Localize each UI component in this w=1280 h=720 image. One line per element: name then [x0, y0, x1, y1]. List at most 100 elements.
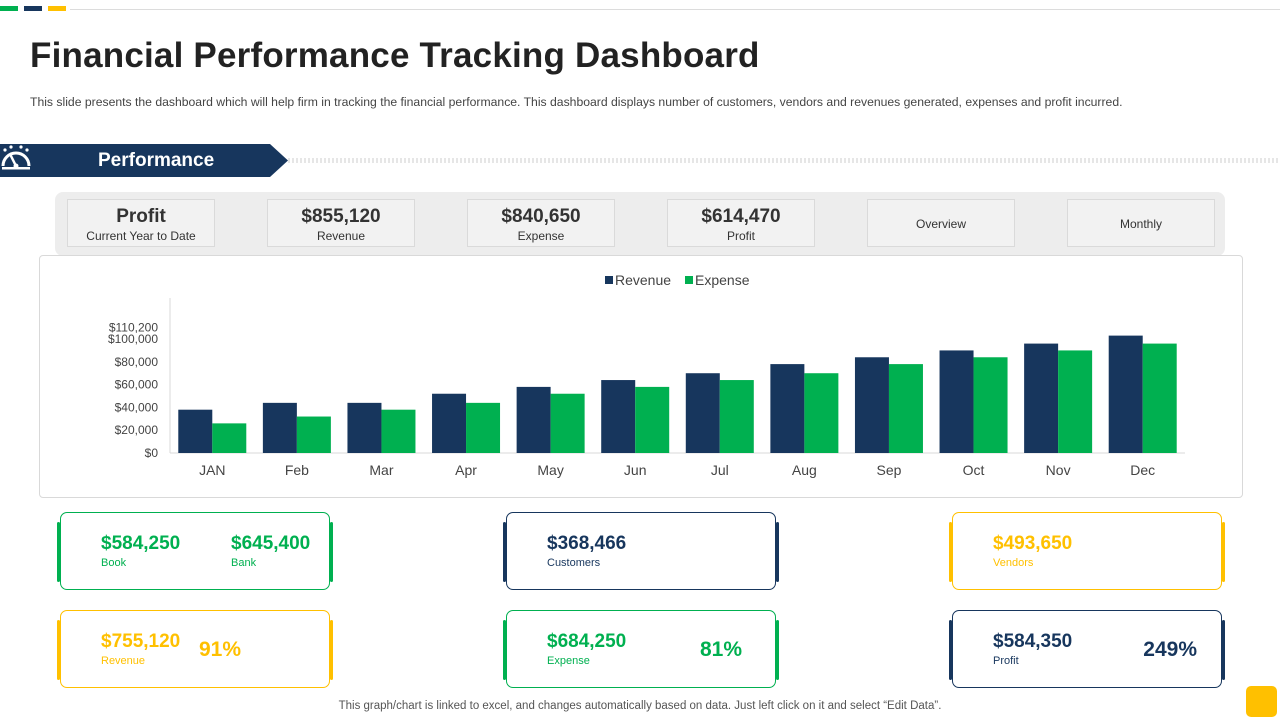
card-profit: $584,350 Profit 249% [949, 610, 1225, 688]
legend-label-expense: Expense [695, 272, 750, 288]
y-tick-label: $80,000 [115, 355, 159, 369]
x-tick-label: Jun [624, 462, 647, 478]
x-tick-label: JAN [199, 462, 225, 478]
section-label: Performance [98, 150, 215, 171]
bar-expense-apr [466, 402, 501, 453]
bar-revenue-dec [1108, 335, 1143, 453]
bar-revenue-aug [770, 364, 805, 453]
card-accent [330, 620, 333, 680]
revenue-value: $755,120 [101, 631, 181, 652]
kpi-profit-ytd: Profit Current Year to Date [67, 199, 215, 247]
card-accent [949, 620, 952, 680]
bar-expense-jan [212, 423, 247, 453]
chart-panel[interactable]: $0 $20,000 $40,000 $60,000 $80,000 $100,000 $1… [39, 255, 1243, 498]
bar-expense-oct [973, 357, 1008, 453]
accent-yellow [48, 6, 66, 11]
kpi-label: Current Year to Date [86, 229, 196, 243]
bar-revenue-may [516, 386, 551, 453]
page-title: Financial Performance Tracking Dashboard [30, 36, 760, 75]
bar-revenue-feb [262, 402, 297, 453]
bar-revenue-oct [939, 350, 974, 453]
bar-expense-mar [381, 409, 416, 453]
kpi-strip: Profit Current Year to Date $855,120 Rev… [55, 192, 1225, 256]
legend-swatch-expense [685, 276, 693, 284]
x-tick-label: Dec [1130, 462, 1155, 478]
bar-expense-may [550, 393, 585, 453]
legend-label-revenue: Revenue [615, 272, 671, 288]
revenue-label: Revenue [101, 655, 146, 667]
kpi-value: $855,120 [301, 206, 381, 227]
profit-percent: 249% [1143, 638, 1197, 661]
kpi-profit: $614,470 Profit [667, 199, 815, 247]
x-tick-label: Feb [285, 462, 309, 478]
kpi-label: Expense [517, 229, 565, 243]
kpi-label: Profit [726, 229, 755, 243]
monthly-button[interactable]: Monthly [1067, 199, 1215, 247]
card-accent [503, 620, 506, 680]
bar-revenue-jun [601, 380, 636, 453]
x-tick-label: Jul [711, 462, 729, 478]
revenue-expense-chart[interactable]: $0 $20,000 $40,000 $60,000 $80,000 $100,000$1… [40, 256, 1244, 499]
monthly-label: Monthly [1119, 217, 1163, 231]
x-tick-label: Nov [1046, 462, 1071, 478]
profit-value: $584,350 [993, 631, 1073, 652]
bar-expense-jun [635, 386, 670, 453]
y-tick-label: $40,000 [115, 400, 159, 414]
kpi-value: $614,470 [701, 206, 781, 227]
y-tick-label: $100,000 [108, 332, 158, 346]
kpi-value: Profit [116, 206, 166, 227]
overview-button[interactable]: Overview [867, 199, 1015, 247]
bar-revenue-mar [347, 402, 382, 453]
accent-green [0, 6, 18, 11]
legend-swatch-revenue [605, 276, 613, 284]
book-label: Book [101, 557, 127, 569]
kpi-label: Revenue [316, 229, 366, 243]
x-tick-label: May [537, 462, 563, 478]
accent-navy [24, 6, 42, 11]
footer-note: This graph/chart is linked to excel, and… [338, 700, 942, 712]
customers-label: Customers [547, 557, 601, 569]
y-tick-label: $20,000 [115, 423, 159, 437]
card-expense: $684,250 Expense 81% [503, 610, 779, 688]
kpi-value: $840,650 [501, 206, 581, 227]
card-accent [1222, 522, 1225, 582]
bank-label: Bank [231, 557, 257, 569]
bar-expense-feb [296, 416, 331, 453]
x-tick-label: Oct [963, 462, 985, 478]
card-accent [776, 522, 779, 582]
bar-revenue-nov [1024, 343, 1059, 453]
vendors-label: Vendors [993, 557, 1034, 569]
expense-percent: 81% [699, 638, 742, 661]
card-accent [330, 522, 333, 582]
expense-label: Expense [547, 655, 590, 667]
vendors-value: $493,650 [993, 533, 1073, 554]
card-accent [1222, 620, 1225, 680]
card-vendors: $493,650 Vendors [949, 512, 1225, 590]
x-tick-label: Sep [876, 462, 901, 478]
top-rule [70, 9, 1280, 10]
x-tick-label: Apr [455, 462, 477, 478]
card-customers: $368,466 Customers [503, 512, 779, 590]
bar-expense-dec [1142, 343, 1177, 453]
bank-value: $645,400 [231, 533, 311, 554]
bar-revenue-apr [432, 393, 467, 453]
book-value: $584,250 [101, 533, 181, 554]
help-button[interactable] [1246, 686, 1277, 717]
bar-expense-aug [804, 373, 839, 453]
y-tick-label: $110,200 [109, 320, 158, 334]
bar-expense-nov [1058, 350, 1093, 453]
x-tick-label: Aug [792, 462, 817, 478]
card-accent [57, 522, 60, 582]
kpi-expense: $840,650 Expense [467, 199, 615, 247]
bar-expense-jul [719, 380, 754, 453]
revenue-percent: 91% [198, 638, 241, 661]
banner-rule [288, 158, 1280, 163]
bar-revenue-jan [178, 409, 213, 453]
bar-expense-sep [888, 364, 923, 453]
bar-revenue-sep [854, 357, 889, 453]
card-accent [776, 620, 779, 680]
card-accent [949, 522, 952, 582]
y-tick-label: $60,000 [115, 378, 159, 392]
card-revenue: $755,120 Revenue 91% [57, 610, 333, 688]
card-accent [57, 620, 60, 680]
